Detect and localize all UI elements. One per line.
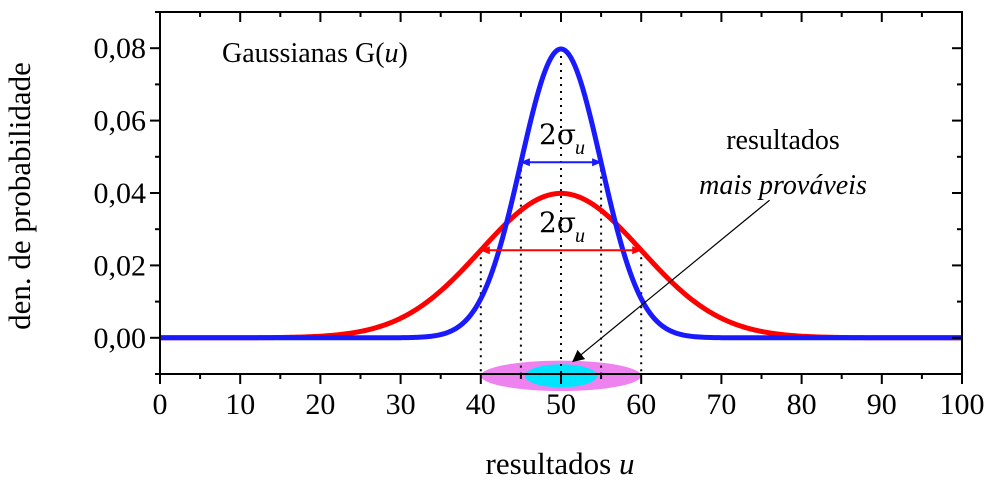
x-axis-label-variable: u: [619, 446, 635, 481]
annotation-line2: mais prováveis: [699, 170, 867, 201]
x-tick-label: 10: [225, 388, 255, 421]
y-tick-label: 0,02: [94, 249, 147, 282]
y-axis-label: den. de probabilidade: [2, 62, 37, 330]
x-tick-label: 100: [940, 388, 985, 421]
sigma-label-1: 2σ: [539, 206, 576, 239]
chart-title-variable: u: [385, 38, 399, 69]
x-tick-label: 70: [706, 388, 736, 421]
chart-title-suffix: ): [399, 38, 408, 69]
x-tick-label: 30: [386, 388, 416, 421]
x-tick-label: 20: [305, 388, 335, 421]
axis-ticks: 0 10 20 30 40 50 60 70 80 90 100 0,00 0,02 0,04 0,06 0,…: [94, 11, 985, 421]
gaussian-curve-sigma-5: [159, 46, 963, 341]
x-axis-label-text: resultados: [486, 446, 619, 481]
sigma-label-0: 2σ: [539, 118, 576, 151]
x-tick-label: 50: [546, 388, 576, 421]
sigma-subscript-1: u: [575, 225, 585, 247]
gaussian-curves: [159, 46, 963, 341]
x-tick-label: 0: [153, 388, 168, 421]
chart-title: Gaussianas G(u): [222, 38, 408, 69]
annotation-arrow: [572, 199, 770, 363]
chart-title-prefix: Gaussianas G(: [222, 38, 385, 69]
x-tick-label: 60: [626, 388, 656, 421]
y-tick-label: 0,08: [94, 32, 147, 65]
x-tick-label: 40: [466, 388, 496, 421]
y-tick-label: 0,00: [94, 322, 147, 355]
x-axis-label: resultados u: [486, 446, 635, 481]
y-tick-label: 0,06: [94, 105, 147, 138]
annotation-line1: resultados: [726, 125, 840, 156]
sigma-width-markers: 2σ u2σ u: [479, 118, 643, 255]
x-tick-label: 90: [867, 388, 897, 421]
sigma-subscript-0: u: [575, 137, 585, 159]
x-tick-label: 80: [787, 388, 817, 421]
y-tick-label: 0,04: [94, 177, 147, 210]
